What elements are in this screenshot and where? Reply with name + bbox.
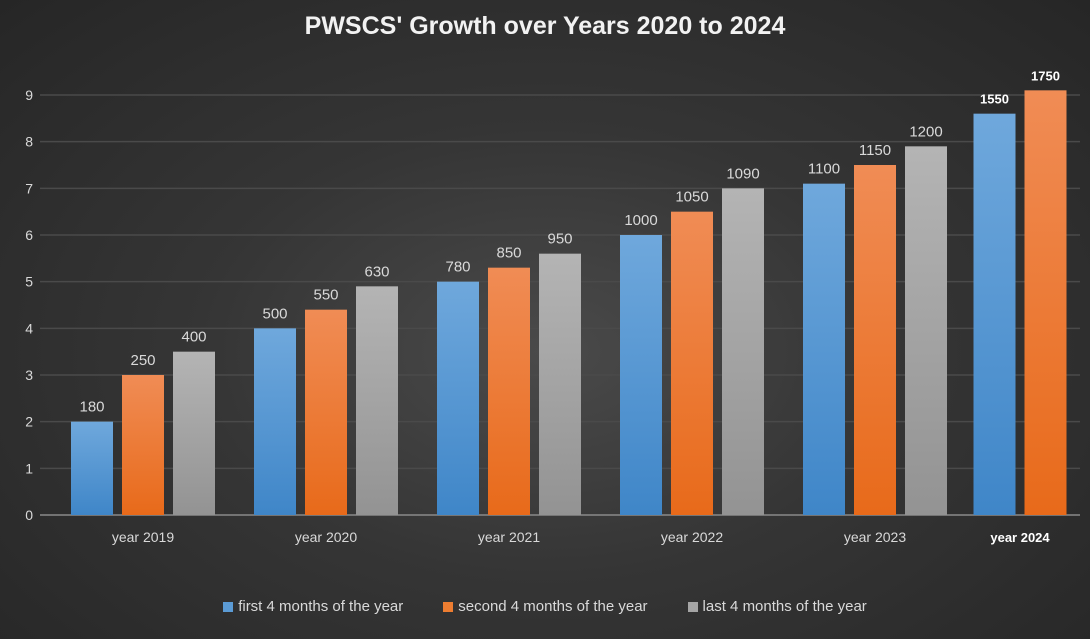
data-label: 180	[79, 399, 104, 416]
bar-2	[173, 351, 215, 515]
data-label: 250	[130, 352, 155, 369]
y-tick-label: 3	[25, 367, 33, 383]
bar-0	[973, 113, 1016, 516]
data-label: 1200	[909, 123, 942, 140]
data-label: 1750	[1031, 68, 1060, 83]
bar-1	[1024, 90, 1067, 515]
data-label: 1000	[624, 212, 657, 229]
y-tick-label: 9	[25, 87, 33, 103]
data-label: 1090	[726, 165, 759, 182]
legend-swatch	[443, 601, 454, 612]
bar-0	[620, 235, 662, 515]
bar-2	[722, 188, 764, 516]
legend-item-first: first 4 months of the year	[223, 598, 403, 615]
data-label: 850	[496, 245, 521, 262]
x-tick-label: year 2020	[295, 529, 357, 545]
y-tick-label: 6	[25, 227, 33, 243]
x-tick-label: year 2023	[844, 529, 906, 545]
bar-2	[905, 146, 947, 516]
data-label: 1550	[980, 92, 1009, 107]
legend-item-last: last 4 months of the year	[687, 598, 867, 615]
bar-1	[671, 211, 713, 515]
bar-2	[539, 253, 581, 515]
data-label: 1150	[859, 142, 891, 159]
x-tick-label: year 2021	[478, 529, 540, 545]
data-label: 1050	[675, 189, 708, 206]
data-label: 550	[313, 287, 338, 304]
bar-0	[437, 281, 479, 515]
bar-0	[254, 328, 296, 515]
x-tick-label: year 2022	[661, 529, 723, 545]
data-label: 780	[445, 259, 470, 276]
legend: first 4 months of the year second 4 mont…	[0, 598, 1090, 615]
data-label: 630	[364, 263, 389, 280]
bar-2	[356, 286, 398, 515]
bar-1	[305, 309, 347, 515]
legend-swatch	[223, 601, 234, 612]
y-tick-label: 8	[25, 134, 33, 150]
bar-1	[854, 165, 896, 515]
legend-label: last 4 months of the year	[702, 598, 867, 615]
x-tick-label: year 2019	[112, 529, 174, 545]
bar-1	[122, 375, 164, 515]
y-tick-label: 0	[25, 507, 33, 523]
bar-1	[488, 267, 530, 515]
y-tick-label: 1	[25, 460, 33, 476]
y-tick-label: 7	[25, 180, 33, 196]
bar-0	[803, 183, 845, 515]
legend-label: second 4 months of the year	[458, 598, 648, 615]
legend-label: first 4 months of the year	[238, 598, 404, 615]
legend-swatch	[687, 601, 698, 612]
x-tick-label: year 2024	[990, 530, 1050, 545]
data-label: 1100	[808, 161, 840, 178]
chart-title: PWSCS' Growth over Years 2020 to 2024	[304, 12, 786, 40]
data-label: 400	[181, 329, 206, 346]
bar-0	[71, 421, 113, 515]
legend-item-second: second 4 months of the year	[443, 598, 648, 615]
y-tick-label: 5	[25, 274, 33, 290]
y-tick-label: 4	[25, 320, 33, 336]
data-label: 950	[547, 231, 572, 248]
y-tick-label: 2	[25, 414, 33, 430]
data-label: 500	[262, 305, 287, 322]
